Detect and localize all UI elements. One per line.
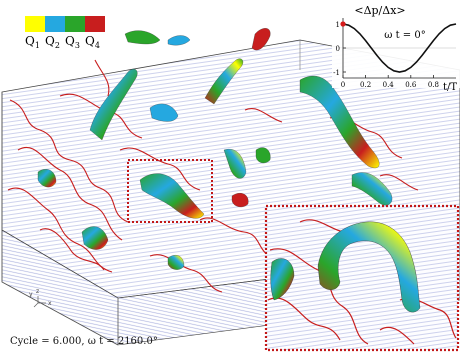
chart-xtick-label: 0.4 bbox=[383, 81, 395, 89]
chart-ytick-label: 1 bbox=[336, 21, 340, 29]
chart-ytick-label: 0 bbox=[336, 45, 340, 53]
legend-label-q3: Q3 bbox=[65, 34, 80, 50]
pressure-gradient-chart: 10-10 0.2 0.4 0.6 0.8 <Δp/Δx> ω t = 0° t/T bbox=[332, 2, 460, 93]
chart-background bbox=[332, 2, 460, 88]
chart-current-phase-marker bbox=[340, 21, 346, 27]
legend-swatch-q1 bbox=[25, 16, 45, 32]
chart-xtick-label: 0.6 bbox=[405, 81, 417, 89]
legend-swatch-q4 bbox=[85, 16, 105, 32]
vortex-structures bbox=[37, 28, 393, 270]
zoom-target-structure bbox=[139, 173, 205, 219]
zoom-inset-vortex bbox=[317, 221, 421, 313]
cycle-caption: Cycle = 6.000, ω t = 2160.0° bbox=[10, 336, 158, 347]
zoom-box bbox=[127, 159, 213, 223]
chart-series-line bbox=[342, 23, 457, 73]
chart-xtick-label: 0.2 bbox=[360, 81, 371, 89]
legend-swatch-q3 bbox=[65, 16, 85, 32]
chart-xtick-label: 0.8 bbox=[428, 81, 439, 89]
chart-xlabel: t/T bbox=[443, 82, 457, 93]
legend-label-q2: Q2 bbox=[45, 34, 60, 50]
zoom-inset-vortex-stub bbox=[270, 258, 295, 301]
chart-ytick-label: -1 bbox=[333, 69, 340, 77]
legend-swatch-q2 bbox=[45, 16, 65, 32]
triad-y-label: y bbox=[29, 291, 33, 298]
chart-ylabel: <Δp/Δx> bbox=[354, 4, 405, 17]
chart-xtick-label: 0 bbox=[341, 81, 345, 89]
legend-label-q1: Q1 bbox=[25, 34, 40, 50]
zoom-inset bbox=[264, 204, 460, 352]
chart-phase-label: ω t = 0° bbox=[384, 30, 425, 41]
box-edge bbox=[1, 92, 119, 346]
triad-x-label: x bbox=[48, 300, 52, 307]
quadrant-legend: Q1 Q2 Q3 Q4 bbox=[25, 16, 105, 50]
triad-z-label: z bbox=[36, 288, 39, 295]
axes-triad: y z x bbox=[29, 288, 52, 308]
legend-label-q4: Q4 bbox=[85, 34, 100, 50]
